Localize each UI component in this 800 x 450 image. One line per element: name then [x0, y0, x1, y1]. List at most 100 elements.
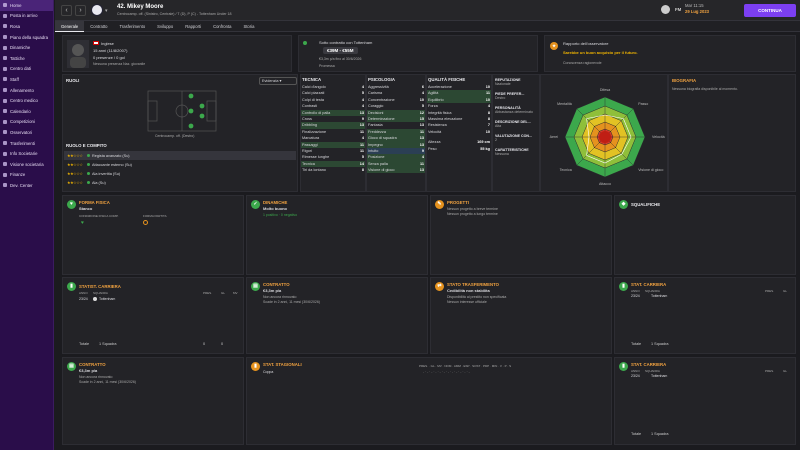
sidebar-item[interactable]: Calendario: [0, 106, 53, 117]
attribute-row[interactable]: Massima elevazione 8: [427, 116, 491, 122]
sidebar-item[interactable]: Staff: [0, 74, 53, 85]
attribute-row[interactable]: Impegno 13: [367, 141, 425, 148]
attribute-row[interactable]: Resistenza 7: [427, 122, 491, 128]
role-row[interactable]: ★★☆☆☆ Regista avanzato (Su): [64, 151, 296, 160]
sidebar-item[interactable]: Competizioni: [0, 117, 53, 128]
sidebar-icon: [3, 141, 7, 146]
attribute-row[interactable]: Integrità fisica 8: [427, 110, 491, 116]
attribute-row[interactable]: Controllo di palla 13: [301, 109, 365, 116]
career-team[interactable]: Tottenham: [99, 297, 116, 301]
attribute-row[interactable]: Passaggi 11: [301, 141, 365, 148]
highlight-dropdown[interactable]: Evidenzia ▾: [259, 77, 297, 85]
attribute-row[interactable]: Fantasia 13: [367, 122, 425, 128]
attribute-row[interactable]: Intuito 9: [367, 147, 425, 155]
tab[interactable]: Storia: [243, 24, 255, 29]
attribute-row[interactable]: Tecnica 14: [301, 160, 365, 168]
sidebar-item[interactable]: Rosa: [0, 21, 53, 32]
sidebar-item[interactable]: Finanze: [0, 170, 53, 181]
sidebar-item[interactable]: Home: [0, 0, 53, 11]
attribute-row[interactable]: Rimesse lunghe 5: [301, 154, 365, 160]
attribute-row[interactable]: Dribbling 13: [301, 122, 365, 129]
attribute-row[interactable]: Calci d'angolo 4: [301, 84, 365, 90]
attribute-row[interactable]: Senza palla 11: [367, 160, 425, 168]
attribute-row[interactable]: Freddezza 11: [367, 128, 425, 136]
attribute-row[interactable]: Cross 9: [301, 116, 365, 122]
roles-title: RUOLI: [66, 78, 80, 83]
position-label: Centrocamp. off. (Destro): [155, 134, 195, 138]
role-row[interactable]: ★★☆☆☆ Ala (Su): [64, 178, 296, 187]
tab[interactable]: Sviluppo: [157, 24, 174, 29]
attribute-value: 8: [487, 116, 490, 121]
sidebar-item[interactable]: Osservatori: [0, 127, 53, 138]
chevron-down-icon[interactable]: ▾: [105, 8, 108, 14]
attribute-row[interactable]: Contrasti 4: [301, 103, 365, 109]
sidebar-item[interactable]: Visione societaria: [0, 159, 53, 170]
attribute-radar-chart: Difesa Passo Velocità Visione di gioco Attac…: [550, 88, 665, 186]
career3-team[interactable]: Tottenham: [651, 374, 668, 378]
career2-title[interactable]: STAT. CARRIERA: [631, 282, 667, 287]
info-panel: REPUTAZIONE Nazionale PIEDE PREFER... De…: [492, 74, 540, 192]
form-title[interactable]: FORMA FISICA: [79, 200, 110, 205]
sidebar-item[interactable]: Centro medico: [0, 95, 53, 106]
ball-icon[interactable]: [661, 5, 670, 14]
contract3-title[interactable]: CONTRATTO: [79, 362, 106, 367]
sidebar-item[interactable]: Dinamiche: [0, 42, 53, 53]
attribute-value: 7: [487, 123, 490, 128]
role-row[interactable]: ★★☆☆☆ Ala invertita (Su): [64, 169, 296, 178]
sidebar-item[interactable]: Piano della squadra: [0, 32, 53, 43]
tab[interactable]: Trasferimento: [119, 24, 146, 29]
attribute-row[interactable]: Tiri da lontano 8: [301, 167, 365, 173]
pitch-diagram: [147, 90, 217, 132]
attribute-name: Concentrazione: [368, 97, 395, 102]
tab[interactable]: Generale: [55, 21, 85, 32]
sidebar-item[interactable]: Trasferimenti: [0, 138, 53, 149]
attribute-name: Equilibrio: [428, 97, 444, 102]
attribute-row[interactable]: Aggressività 6: [367, 84, 425, 90]
fm-label[interactable]: FM: [675, 7, 682, 12]
back-icon[interactable]: ‹: [61, 5, 72, 16]
dynamics-sub: 1 positivo · 0 negativo: [263, 213, 298, 217]
attribute-row[interactable]: Calci piazzati 5: [301, 90, 365, 96]
sidebar-item[interactable]: Tattiche: [0, 53, 53, 64]
attribute-row[interactable]: Gioco di squadra 13: [367, 135, 425, 142]
sidebar-item[interactable]: Centro dati: [0, 64, 53, 75]
attribute-row[interactable]: Posizione 4: [367, 154, 425, 161]
projects-title[interactable]: PROGETTI: [447, 200, 469, 205]
contract-card-title[interactable]: CONTRATTO: [263, 282, 290, 287]
attribute-row[interactable]: Carisma 4: [367, 90, 425, 96]
career-title[interactable]: STATIST. CARRIERA: [79, 284, 121, 289]
sidebar-item[interactable]: Allenamento: [0, 85, 53, 96]
tab[interactable]: Rapporti: [185, 24, 202, 29]
transfer-title[interactable]: STATO TRASFERIMENTO: [447, 282, 499, 287]
dynamics-title[interactable]: DINAMICHE: [263, 200, 288, 205]
attribute-row[interactable]: Equilibrio 10: [427, 96, 491, 104]
tab[interactable]: Contratto: [90, 24, 108, 29]
attribute-row[interactable]: Marcatura 4: [301, 135, 365, 141]
tab[interactable]: Confronta: [213, 24, 232, 29]
attribute-row[interactable]: Velocità 10: [427, 129, 491, 135]
attribute-row[interactable]: Determinazione 15: [367, 115, 425, 123]
attribute-row[interactable]: Agilità 11: [427, 90, 491, 97]
continue-button[interactable]: CONTINUA: [744, 4, 796, 17]
season-title[interactable]: STAT. STAGIONALI: [263, 362, 302, 367]
sidebar-item[interactable]: Posta in arrivo: [0, 11, 53, 22]
club-crest-icon[interactable]: [91, 4, 103, 16]
attribute-row[interactable]: Finalizzazione 11: [301, 129, 365, 135]
attribute-row[interactable]: Accelerazione 10: [427, 84, 491, 90]
forward-icon[interactable]: ›: [75, 5, 86, 16]
attribute-row[interactable]: Rigori 11: [301, 148, 365, 154]
sidebar-item[interactable]: Dev. Center: [0, 180, 53, 191]
career3-title[interactable]: STAT. CARRIERA: [631, 362, 667, 367]
attribute-row[interactable]: Concentrazione 10: [367, 97, 425, 103]
attribute-row[interactable]: Forza 4: [427, 103, 491, 109]
attribute-row[interactable]: Visione di gioco 13: [367, 167, 425, 174]
career2-team[interactable]: Tottenham: [651, 294, 668, 298]
role-row[interactable]: ★★☆☆☆ Attaccante esterno (Su): [64, 160, 296, 169]
sidebar-item[interactable]: Info Societarie: [0, 148, 53, 159]
attribute-row[interactable]: Colpi di testa 4: [301, 97, 365, 103]
career2-col-team: SQUADRA: [645, 289, 660, 293]
attribute-row[interactable]: Coraggio 5: [367, 103, 425, 109]
career-total-goals: 0: [221, 342, 224, 346]
attribute-row[interactable]: Decisioni 12: [367, 109, 425, 116]
bio-title[interactable]: BIOGRAFIA: [672, 78, 697, 83]
